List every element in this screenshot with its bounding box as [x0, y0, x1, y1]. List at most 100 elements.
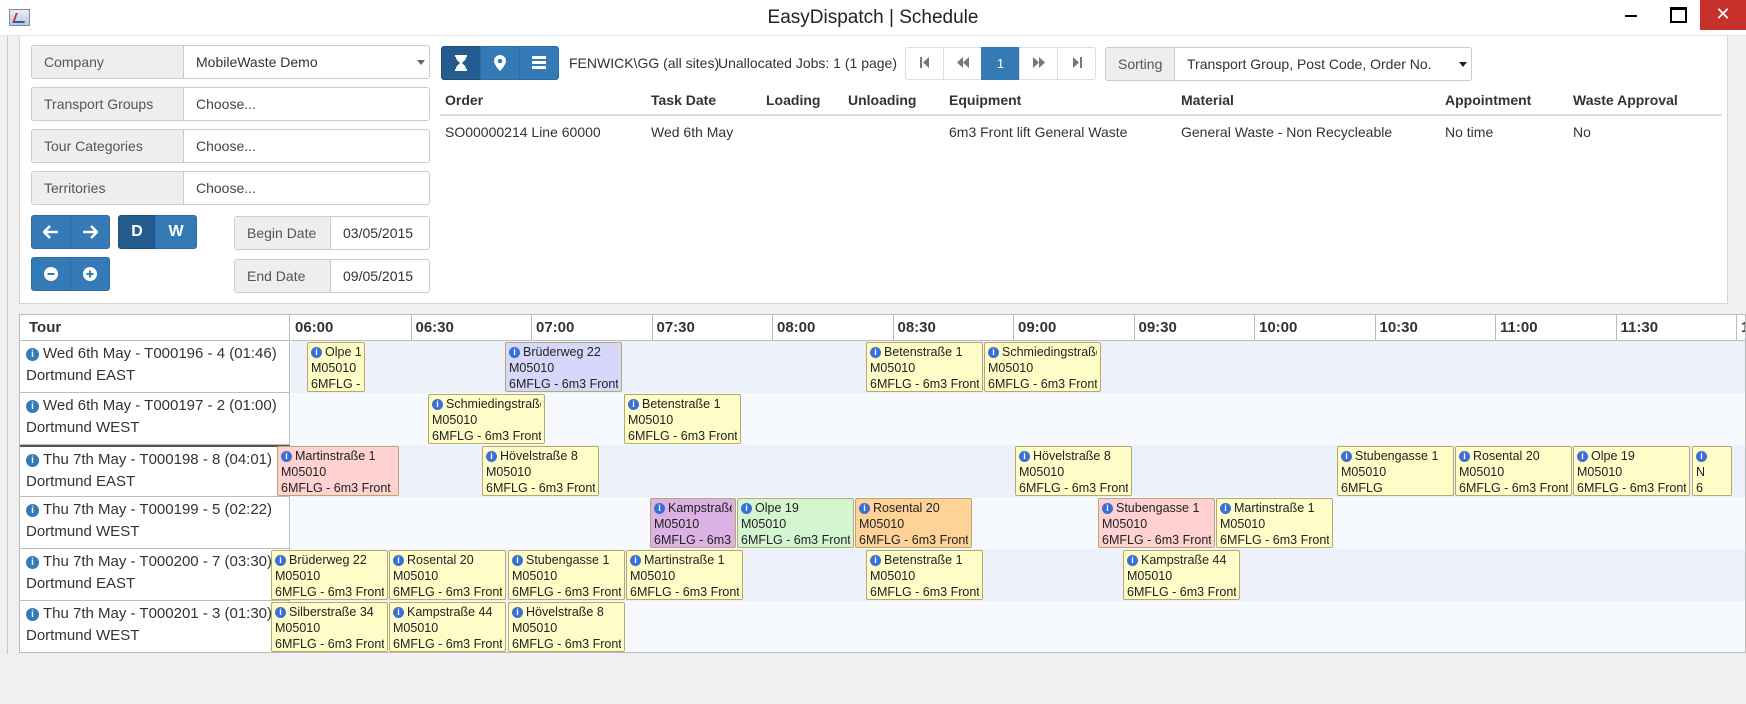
- info-icon[interactable]: i: [26, 504, 39, 517]
- info-icon[interactable]: i: [512, 555, 523, 566]
- job-block[interactable]: i Martinstraße 1 M05010 6MFLG - 6m3 Front: [626, 550, 743, 600]
- info-icon[interactable]: i: [1459, 451, 1470, 462]
- info-icon[interactable]: i: [988, 347, 999, 358]
- job-block[interactable]: i Kampstraße 44 M05010 6MFLG - 6m3 Front: [389, 602, 506, 652]
- begin-date-input[interactable]: 03/05/2015: [343, 225, 414, 241]
- tour-row-label[interactable]: i Thu 7th May - T000200 - 7 (03:30) Dortmu…: [20, 549, 290, 601]
- info-icon[interactable]: i: [1127, 555, 1138, 566]
- title-bar: EasyDispatch | Schedule ✕: [0, 0, 1746, 36]
- transport-groups-input[interactable]: Choose...: [196, 96, 256, 112]
- info-icon[interactable]: i: [1019, 451, 1030, 462]
- info-icon[interactable]: i: [870, 555, 881, 566]
- day-view-button[interactable]: D: [118, 215, 156, 249]
- info-icon[interactable]: i: [26, 608, 39, 621]
- job-block[interactable]: i Rosental 20 M05010 6MFLG - 6m3 Front: [1455, 446, 1572, 496]
- unallocated-view-button[interactable]: [441, 46, 481, 80]
- info-icon[interactable]: i: [393, 555, 404, 566]
- tour-row-label[interactable]: i Thu 7th May - T000201 - 3 (01:30) Dortmu…: [20, 601, 290, 652]
- job-block[interactable]: i Rosental 20 M05010 6MFLG - 6m3 Front: [389, 550, 506, 600]
- info-icon[interactable]: i: [275, 607, 286, 618]
- job-block[interactable]: i Silberstraße 34 M05010 6MFLG - 6m3 Front: [271, 602, 388, 652]
- info-icon[interactable]: i: [432, 399, 443, 410]
- job-block[interactable]: i Brüderweg 22 M05010 6MFLG - 6m3 Front: [271, 550, 388, 600]
- info-icon[interactable]: i: [26, 348, 39, 361]
- job-block[interactable]: i Martinstraße 1 M05010 6MFLG - 6m3 Front: [1216, 498, 1333, 548]
- job-block[interactable]: i Betenstraße 1 M05010 6MFLG - 6m3 Front: [866, 342, 983, 392]
- transport-groups-label: Transport Groups: [32, 88, 184, 120]
- info-icon[interactable]: i: [281, 451, 292, 462]
- zoom-in-button[interactable]: [70, 257, 110, 291]
- map-view-button[interactable]: [480, 46, 520, 80]
- job-block[interactable]: i Kampstraße M05010 6MFLG - 6m3: [650, 498, 736, 548]
- list-view-button[interactable]: [519, 46, 559, 80]
- info-icon[interactable]: i: [509, 347, 520, 358]
- job-street: Betenstraße 1: [642, 397, 721, 411]
- job-street: Schmiedingstraße: [446, 397, 541, 411]
- close-icon[interactable]: ✕: [1700, 0, 1746, 30]
- tour-row-lane[interactable]: [291, 497, 1745, 549]
- last-page-button[interactable]: [1057, 47, 1096, 80]
- info-icon[interactable]: i: [870, 347, 881, 358]
- info-icon[interactable]: i: [630, 555, 641, 566]
- tour-row-label[interactable]: i Wed 6th May - T000197 - 2 (01:00) Dortmu…: [20, 393, 290, 445]
- job-block[interactable]: i Schmiedingstraße M05010 6MFLG - 6m3 Front: [428, 394, 545, 444]
- job-block[interactable]: i Betenstraße 1 M05010 6MFLG - 6m3 Front: [866, 550, 983, 600]
- tour-row-label[interactable]: i Wed 6th May - T000196 - 4 (01:46) Dortmu…: [20, 341, 290, 393]
- job-block[interactable]: i Olpe 19 M05010 6MFLG - 6m3 Front: [1573, 446, 1690, 496]
- sorting-select[interactable]: Sorting Transport Group, Post Code, Orde…: [1105, 47, 1472, 81]
- job-block[interactable]: i Stubengasse 1 M05010 6MFLG - 6m3 Front: [508, 550, 625, 600]
- territories-field[interactable]: Territories Choose...: [31, 171, 430, 205]
- job-block[interactable]: i Hövelstraße 8 M05010 6MFLG - 6m3 Front: [1015, 446, 1132, 496]
- job-block[interactable]: i Stubengasse 1 M05010 6MFLG - 6m3 Front: [1098, 498, 1215, 548]
- info-icon[interactable]: i: [275, 555, 286, 566]
- job-block[interactable]: i Olpe 19 M05010 6MFLG - 6m3 Front: [737, 498, 854, 548]
- end-date-field[interactable]: End Date 09/05/2015: [234, 259, 430, 293]
- info-icon[interactable]: i: [628, 399, 639, 410]
- begin-date-field[interactable]: Begin Date 03/05/2015: [234, 216, 430, 250]
- zoom-out-button[interactable]: [31, 257, 71, 291]
- job-block[interactable]: i Hövelstraße 8 M05010 6MFLG - 6m3 Front: [482, 446, 599, 496]
- week-view-button[interactable]: W: [155, 215, 197, 249]
- info-icon[interactable]: i: [26, 556, 39, 569]
- job-block[interactable]: i Betenstraße 1 M05010 6MFLG - 6m3 Front: [624, 394, 741, 444]
- info-icon[interactable]: i: [1220, 503, 1231, 514]
- previous-page-button[interactable]: [943, 47, 982, 80]
- info-icon[interactable]: i: [1102, 503, 1113, 514]
- info-icon[interactable]: i: [859, 503, 870, 514]
- territories-input[interactable]: Choose...: [196, 180, 256, 196]
- tour-row-label[interactable]: i Thu 7th May - T000198 - 8 (04:01) Dortmu…: [20, 445, 290, 497]
- info-icon[interactable]: i: [26, 400, 39, 413]
- info-icon[interactable]: i: [512, 607, 523, 618]
- tour-categories-field[interactable]: Tour Categories Choose...: [31, 129, 430, 163]
- info-icon[interactable]: i: [1696, 451, 1707, 462]
- info-icon[interactable]: i: [1577, 451, 1588, 462]
- job-block[interactable]: i Kampstraße 44 M05010 6MFLG - 6m3 Front: [1123, 550, 1240, 600]
- info-icon[interactable]: i: [1341, 451, 1352, 462]
- minimize-icon[interactable]: [1608, 0, 1654, 30]
- page-1-button[interactable]: 1: [981, 47, 1020, 80]
- first-page-button[interactable]: [905, 47, 944, 80]
- job-block[interactable]: i Schmiedingstraße M05010 6MFLG - 6m3 Front: [984, 342, 1101, 392]
- next-page-button[interactable]: [1019, 47, 1058, 80]
- previous-button[interactable]: [31, 215, 71, 249]
- tour-row-label[interactable]: i Thu 7th May - T000199 - 5 (02:22) Dortmu…: [20, 497, 290, 549]
- transport-groups-field[interactable]: Transport Groups Choose...: [31, 87, 430, 121]
- next-button[interactable]: [70, 215, 110, 249]
- job-block[interactable]: i Hövelstraße 8 M05010 6MFLG - 6m3 Front: [508, 602, 625, 652]
- info-icon[interactable]: i: [486, 451, 497, 462]
- end-date-input[interactable]: 09/05/2015: [343, 268, 414, 284]
- job-block[interactable]: i Brüderweg 22 M05010 6MFLG - 6m3 Front: [505, 342, 622, 392]
- job-block[interactable]: i Stubengasse 1 M05010 6MFLG: [1337, 446, 1454, 496]
- tour-categories-input[interactable]: Choose...: [196, 138, 256, 154]
- info-icon[interactable]: i: [311, 347, 322, 358]
- company-select[interactable]: Company MobileWaste Demo: [31, 45, 430, 79]
- job-block[interactable]: i Martinstraße 1 M05010 6MFLG - 6m3 Front l: [277, 446, 399, 496]
- info-icon[interactable]: i: [654, 503, 665, 514]
- info-icon[interactable]: i: [26, 454, 39, 467]
- info-icon[interactable]: i: [393, 607, 404, 618]
- info-icon[interactable]: i: [741, 503, 752, 514]
- job-block[interactable]: i Rosental 20 M05010 6MFLG - 6m3 Front: [855, 498, 972, 548]
- maximize-icon[interactable]: [1654, 0, 1700, 30]
